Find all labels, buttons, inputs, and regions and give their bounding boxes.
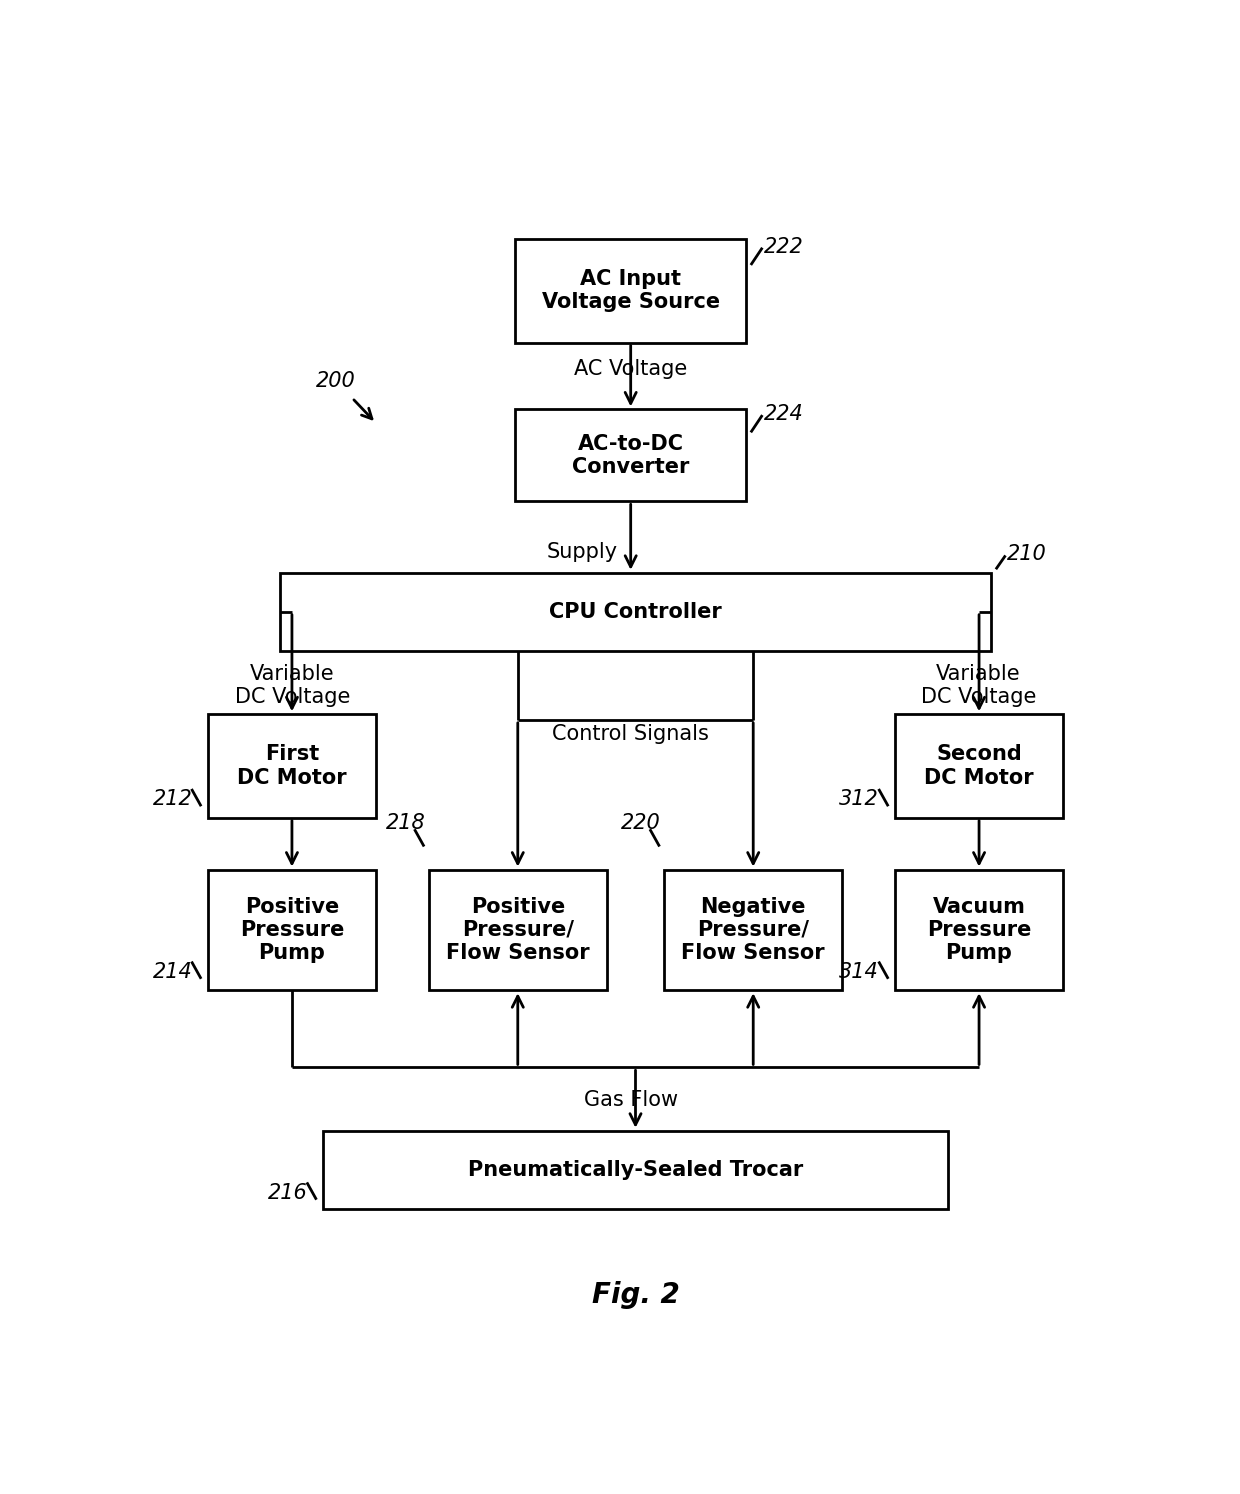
Text: AC Input
Voltage Source: AC Input Voltage Source [542, 269, 719, 312]
Text: 222: 222 [764, 236, 804, 257]
Text: Negative
Pressure/
Flow Sensor: Negative Pressure/ Flow Sensor [682, 896, 825, 964]
Text: 214: 214 [153, 962, 193, 982]
Text: 218: 218 [386, 814, 425, 834]
FancyBboxPatch shape [324, 1131, 947, 1209]
Text: Positive
Pressure
Pump: Positive Pressure Pump [239, 896, 345, 964]
FancyBboxPatch shape [208, 714, 376, 817]
Text: Vacuum
Pressure
Pump: Vacuum Pressure Pump [926, 896, 1032, 964]
FancyBboxPatch shape [208, 870, 376, 991]
FancyBboxPatch shape [516, 409, 746, 502]
FancyBboxPatch shape [665, 870, 842, 991]
Text: 220: 220 [621, 814, 661, 834]
Text: Control Signals: Control Signals [552, 723, 709, 744]
Text: Positive
Pressure/
Flow Sensor: Positive Pressure/ Flow Sensor [446, 896, 589, 964]
Text: AC-to-DC
Converter: AC-to-DC Converter [572, 433, 689, 477]
FancyBboxPatch shape [895, 714, 1063, 817]
FancyBboxPatch shape [895, 870, 1063, 991]
Text: Variable
DC Voltage: Variable DC Voltage [921, 663, 1037, 707]
Text: 210: 210 [1007, 544, 1047, 565]
Text: 212: 212 [153, 789, 193, 810]
Text: 200: 200 [316, 371, 356, 390]
Text: Variable
DC Voltage: Variable DC Voltage [234, 663, 350, 707]
FancyBboxPatch shape [516, 239, 746, 342]
Text: 216: 216 [268, 1183, 308, 1203]
Text: Second
DC Motor: Second DC Motor [924, 744, 1034, 787]
FancyBboxPatch shape [429, 870, 606, 991]
Text: AC Voltage: AC Voltage [574, 359, 687, 379]
Text: First
DC Motor: First DC Motor [237, 744, 347, 787]
Text: 224: 224 [764, 403, 804, 424]
Text: Pneumatically-Sealed Trocar: Pneumatically-Sealed Trocar [467, 1159, 804, 1180]
Text: Supply: Supply [547, 542, 619, 562]
Text: CPU Controller: CPU Controller [549, 602, 722, 622]
Text: 312: 312 [839, 789, 879, 810]
Text: Fig. 2: Fig. 2 [591, 1282, 680, 1309]
FancyBboxPatch shape [280, 572, 991, 651]
Text: 314: 314 [839, 962, 879, 982]
Text: Gas Flow: Gas Flow [584, 1089, 678, 1110]
